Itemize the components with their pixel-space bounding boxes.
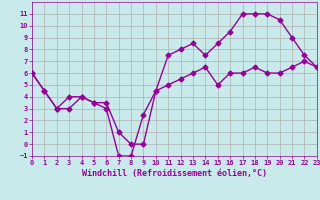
X-axis label: Windchill (Refroidissement éolien,°C): Windchill (Refroidissement éolien,°C)	[82, 169, 267, 178]
